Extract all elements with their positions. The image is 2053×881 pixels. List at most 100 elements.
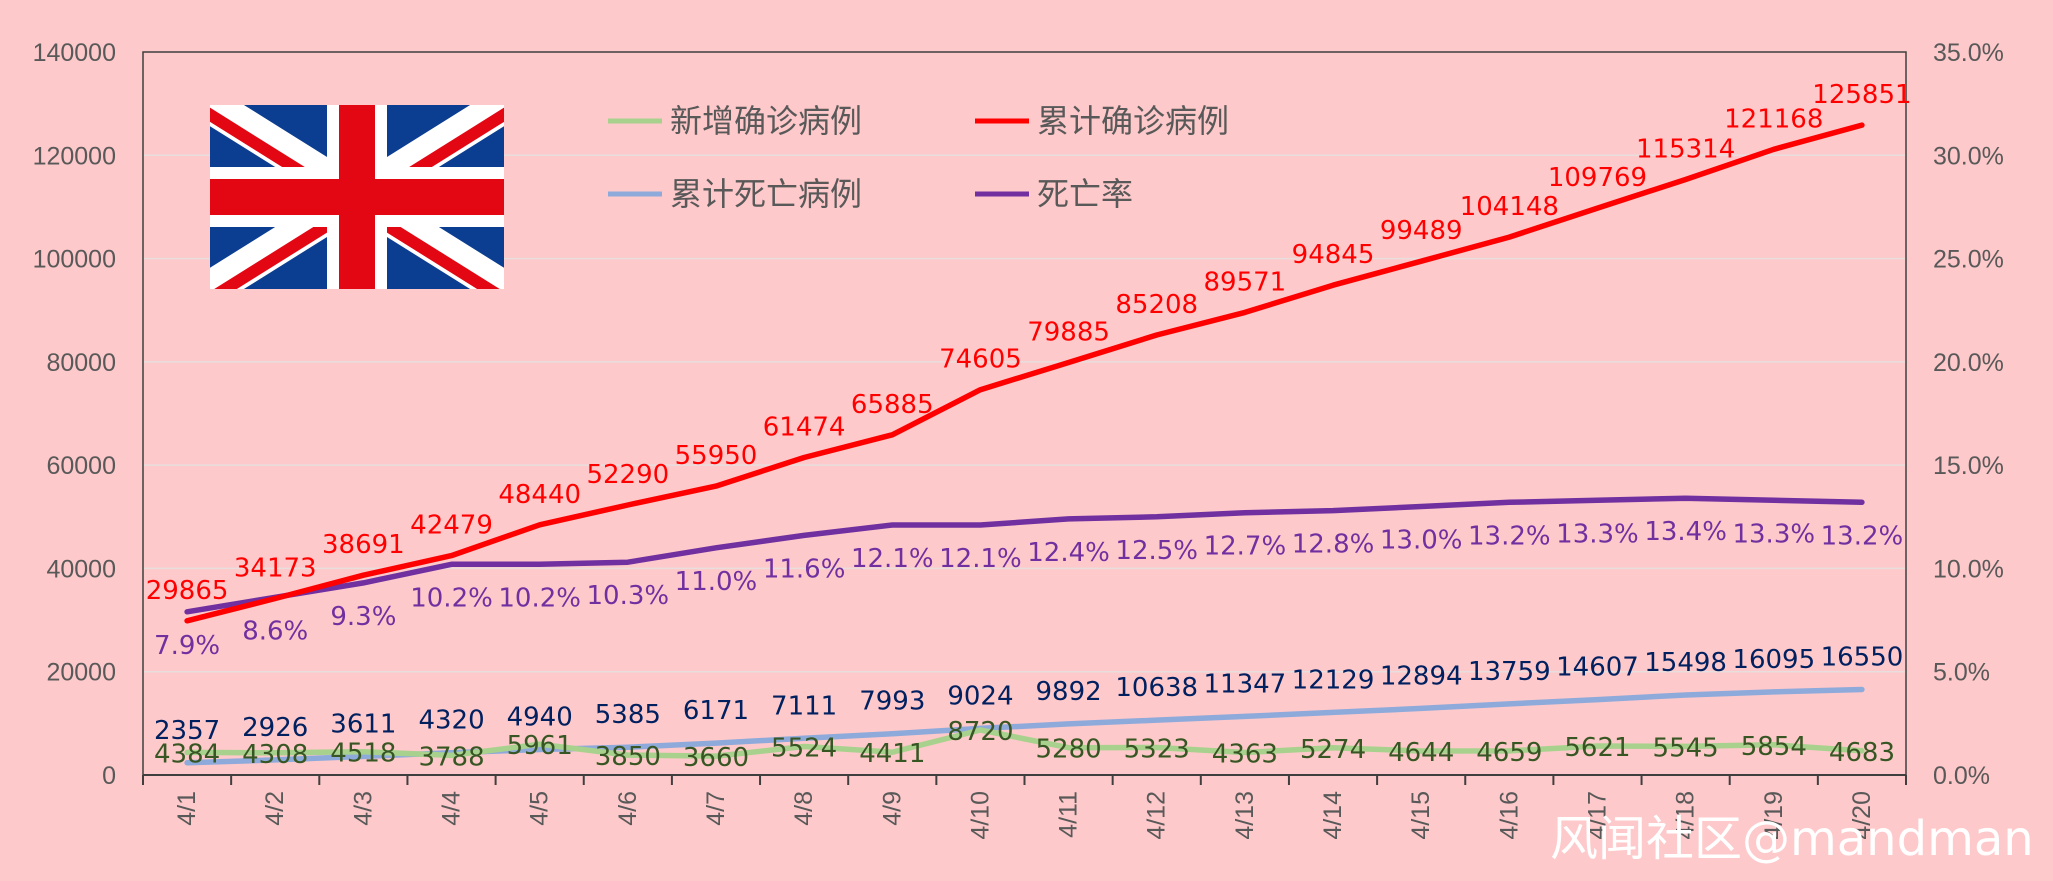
legend-item-series-1: 累计确诊病例 xyxy=(975,102,1229,140)
watermark: 风闻社区@mandman xyxy=(1550,811,2034,867)
x-tick-label: 4/9 xyxy=(878,791,906,826)
x-tick-label: 4/12 xyxy=(1143,791,1171,840)
data-label-series-2: 9024 xyxy=(947,681,1013,711)
x-tick-label: 4/13 xyxy=(1231,791,1259,840)
data-label-series-2: 13759 xyxy=(1468,657,1551,687)
data-label-series-1: 52290 xyxy=(586,460,669,490)
data-label-series-1: 85208 xyxy=(1115,290,1198,320)
data-label-series-0: 4644 xyxy=(1388,738,1454,768)
data-label-series-1: 109769 xyxy=(1548,163,1647,193)
x-tick-label: 4/5 xyxy=(526,791,554,826)
data-label-series-3: 11.0% xyxy=(675,567,758,597)
data-label-series-3: 12.8% xyxy=(1292,530,1375,560)
data-label-series-2: 7993 xyxy=(859,687,925,717)
left-tick-label: 100000 xyxy=(33,246,116,274)
data-label-series-0: 5621 xyxy=(1564,733,1630,763)
data-label-series-1: 79885 xyxy=(1027,317,1110,347)
data-label-series-1: 29865 xyxy=(146,576,229,606)
data-label-series-1: 89571 xyxy=(1204,267,1287,297)
right-tick-label: 0.0% xyxy=(1933,762,1990,790)
data-label-series-2: 12129 xyxy=(1292,665,1375,695)
series-line-1 xyxy=(184,122,1865,624)
data-label-series-3: 11.6% xyxy=(763,554,846,584)
data-label-series-3: 10.2% xyxy=(410,583,493,613)
data-label-series-1: 74605 xyxy=(939,345,1022,375)
data-label-series-3: 7.9% xyxy=(154,631,220,661)
data-label-series-3: 12.5% xyxy=(1115,536,1198,566)
legend-label: 新增确诊病例 xyxy=(670,102,862,140)
x-tick-label: 4/6 xyxy=(614,791,642,826)
data-label-series-2: 3611 xyxy=(330,709,396,739)
left-tick-label: 80000 xyxy=(46,349,116,377)
left-tick-label: 0 xyxy=(102,762,116,790)
right-tick-label: 5.0% xyxy=(1933,659,1990,687)
data-label-series-0: 4308 xyxy=(242,740,308,770)
left-tick-label: 140000 xyxy=(33,39,116,67)
data-label-series-1: 42479 xyxy=(410,511,493,541)
x-tick-label: 4/3 xyxy=(349,791,377,826)
legend-item-series-0: 新增确诊病例 xyxy=(608,102,862,140)
x-tick-label: 4/10 xyxy=(966,791,994,840)
data-label-series-3: 13.2% xyxy=(1821,521,1904,551)
left-tick-label: 20000 xyxy=(46,659,116,687)
data-label-series-1: 34173 xyxy=(234,554,317,584)
data-label-series-0: 4384 xyxy=(154,739,220,769)
x-tick-label: 4/16 xyxy=(1495,791,1523,840)
data-label-series-3: 10.3% xyxy=(587,581,670,611)
uk-flag-icon xyxy=(210,105,504,289)
data-label-series-0: 5524 xyxy=(771,733,837,763)
data-label-series-3: 12.1% xyxy=(939,544,1022,574)
x-tick-label: 4/15 xyxy=(1407,791,1435,840)
data-label-series-0: 5280 xyxy=(1035,735,1101,765)
data-label-series-2: 7111 xyxy=(771,691,837,721)
data-label-series-0: 4683 xyxy=(1829,738,1895,768)
data-label-series-0: 4659 xyxy=(1476,738,1542,768)
data-label-series-3: 9.3% xyxy=(330,602,396,632)
data-label-series-0: 3660 xyxy=(683,743,749,773)
data-label-series-0: 8720 xyxy=(947,717,1013,747)
series-lines xyxy=(184,122,1865,766)
legend: 新增确诊病例 累计确诊病例 累计死亡病例 死亡率 xyxy=(608,102,1229,213)
data-label-series-3: 10.2% xyxy=(498,583,581,613)
data-label-series-2: 6171 xyxy=(683,696,749,726)
data-label-series-3: 13.0% xyxy=(1380,525,1463,555)
data-label-series-1: 55950 xyxy=(675,441,758,471)
data-label-series-3: 12.7% xyxy=(1204,532,1287,562)
data-label-series-1: 48440 xyxy=(498,480,581,510)
data-label-series-2: 5385 xyxy=(595,700,661,730)
x-tick-label: 4/4 xyxy=(438,791,466,826)
data-label-series-2: 10638 xyxy=(1115,673,1198,703)
data-label-series-0: 5961 xyxy=(507,731,573,761)
data-label-series-1: 94845 xyxy=(1292,240,1375,270)
data-label-series-2: 2357 xyxy=(154,716,220,746)
data-label-series-2: 2926 xyxy=(242,713,308,743)
x-axis: 4/1 4/2 4/3 4/4 4/5 4/6 4/7 4/8 4/9 4/10 4/11 4/12 4… xyxy=(142,774,1907,840)
right-tick-label: 20.0% xyxy=(1933,349,2004,377)
data-label-series-2: 16095 xyxy=(1732,645,1815,675)
data-labels: 4384 4308 4518 3788 5961 3850 3660 5524 4411 8720… xyxy=(146,80,1912,773)
x-tick-label: 4/14 xyxy=(1319,791,1347,840)
data-label-series-2: 15498 xyxy=(1644,648,1727,678)
right-tick-label: 30.0% xyxy=(1933,142,2004,170)
data-label-series-1: 65885 xyxy=(851,390,934,420)
data-label-series-0: 5545 xyxy=(1653,733,1719,763)
legend-label: 累计死亡病例 xyxy=(670,175,862,213)
data-label-series-0: 4518 xyxy=(330,739,396,769)
x-tick-label: 4/7 xyxy=(702,791,730,826)
data-label-series-2: 9892 xyxy=(1035,677,1101,707)
data-label-series-0: 3788 xyxy=(418,742,484,772)
right-tick-label: 25.0% xyxy=(1933,246,2004,274)
data-label-series-0: 5854 xyxy=(1741,732,1807,762)
data-label-series-2: 16550 xyxy=(1821,643,1904,673)
legend-item-series-3: 死亡率 xyxy=(975,175,1133,213)
data-label-series-0: 4363 xyxy=(1212,739,1278,769)
data-label-series-1: 104148 xyxy=(1460,192,1559,222)
data-label-series-0: 3850 xyxy=(595,742,661,772)
data-label-series-1: 61474 xyxy=(763,413,846,443)
data-label-series-3: 8.6% xyxy=(242,616,308,646)
x-tick-label: 4/1 xyxy=(173,791,201,826)
right-axis-ticks: 0.0% 5.0% 10.0% 15.0% 20.0% 25.0% 30.0% 35.0% xyxy=(1933,39,2004,790)
data-label-series-0: 5323 xyxy=(1124,735,1190,765)
data-label-series-3: 13.3% xyxy=(1732,519,1815,549)
